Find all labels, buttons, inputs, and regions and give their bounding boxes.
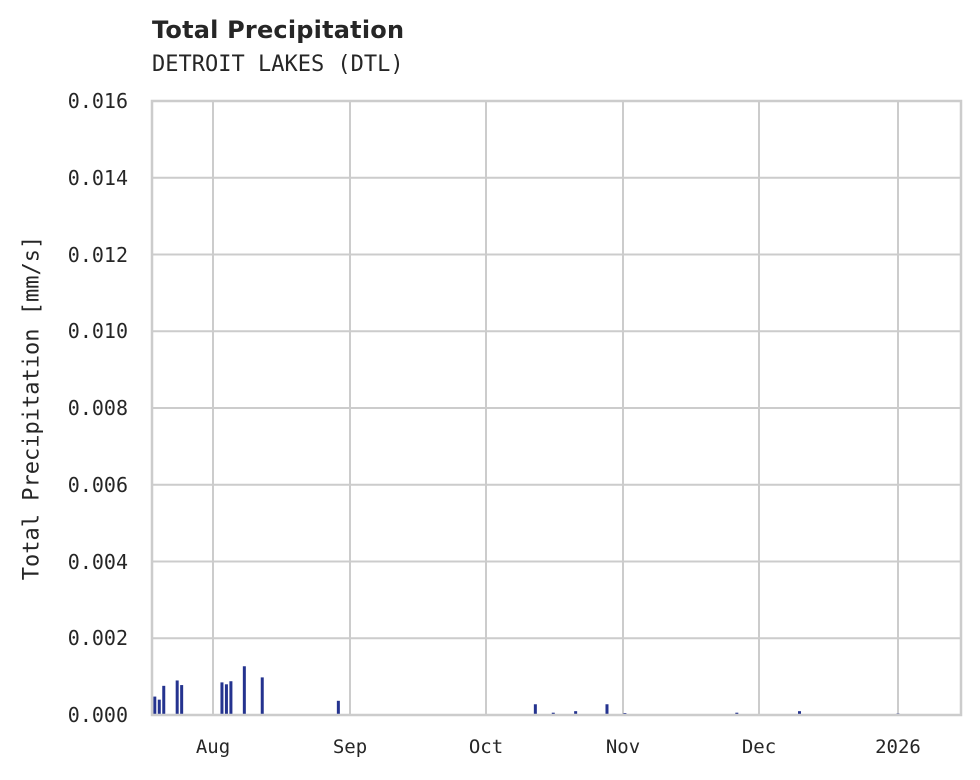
precip-bar: [153, 696, 157, 715]
y-tick-label: 0.012: [67, 242, 128, 267]
y-tick-label: 0.010: [67, 319, 128, 344]
precip-bar: [260, 677, 264, 715]
gridlines: [152, 100, 961, 716]
y-tick-label: 0.002: [67, 626, 128, 651]
x-tick-label: Aug: [195, 736, 231, 758]
precip-bar: [574, 711, 578, 715]
precip-bar: [162, 685, 166, 715]
precip-bar: [533, 704, 537, 715]
plot-frame: [150, 99, 963, 717]
x-tick-label: Sep: [332, 736, 368, 758]
precip-bar: [798, 711, 802, 715]
chart-subtitle: DETROIT LAKES (DTL): [152, 52, 404, 77]
precip-bar: [605, 704, 609, 715]
y-tick-label: 0.016: [67, 89, 128, 113]
x-tick-label: Nov: [605, 736, 641, 758]
y-tick-label: 0.006: [67, 472, 128, 497]
precip-bar: [229, 681, 233, 715]
y-tick-label: 0.004: [67, 549, 128, 574]
precip-bar: [336, 700, 340, 715]
precip-bar: [220, 682, 224, 715]
chart-title: Total Precipitation: [152, 16, 405, 44]
y-tick-label: 0.014: [67, 165, 128, 190]
precipitation-bars: [153, 666, 900, 716]
x-tick-label: Oct: [468, 736, 504, 758]
x-tick-label: Dec: [741, 736, 777, 758]
precip-bar: [175, 680, 179, 715]
precip-bar: [242, 666, 246, 715]
precip-bar: [180, 685, 184, 715]
precip-bar: [224, 684, 228, 715]
y-tick-label: 0.008: [67, 396, 128, 420]
precip-bar: [157, 699, 161, 715]
y-tick-label: 0.000: [67, 703, 128, 727]
x-tick-label: 2026: [875, 736, 921, 758]
